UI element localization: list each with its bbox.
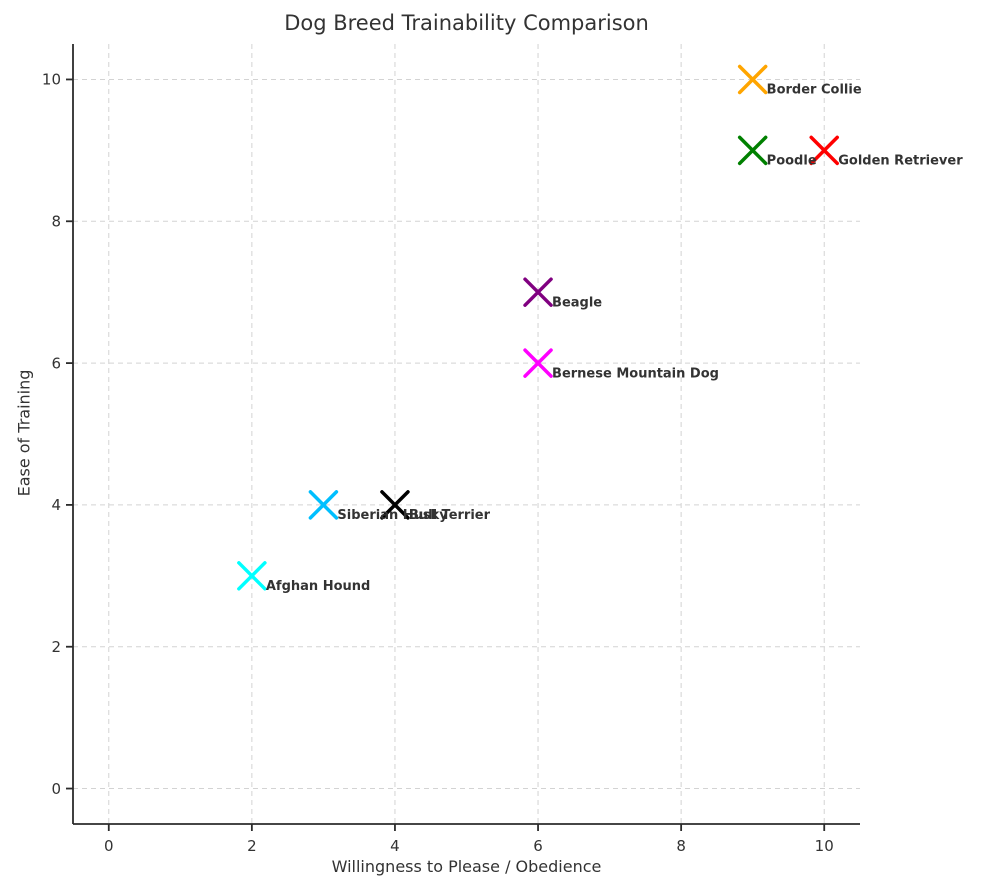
point-label: Bernese Mountain Dog bbox=[552, 366, 719, 381]
y-tick-label: 4 bbox=[51, 496, 61, 514]
x-tick-label: 0 bbox=[104, 837, 114, 855]
x-tick-label: 6 bbox=[533, 837, 543, 855]
points-group bbox=[237, 64, 839, 591]
point-label: Golden Retriever bbox=[838, 154, 963, 169]
data-point-marker bbox=[809, 135, 839, 166]
y-tick-label: 2 bbox=[51, 638, 61, 656]
data-point-marker bbox=[523, 348, 553, 378]
data-point-marker bbox=[523, 277, 553, 307]
data-point-marker bbox=[737, 135, 768, 166]
data-point-marker bbox=[237, 561, 267, 591]
x-tick-label: 4 bbox=[390, 837, 400, 855]
x-tick-label: 2 bbox=[247, 837, 257, 855]
point-label: Border Collie bbox=[767, 83, 862, 98]
marker-stroke bbox=[308, 490, 339, 520]
x-axis-label: Willingness to Please / Obedience bbox=[331, 857, 602, 876]
y-tick-label: 8 bbox=[51, 213, 61, 231]
y-tick-label: 6 bbox=[51, 354, 61, 372]
spines-group bbox=[72, 44, 860, 825]
marker-stroke bbox=[380, 490, 410, 520]
point-label: Afghan Hound bbox=[266, 579, 370, 594]
x-tick-label: 8 bbox=[676, 837, 686, 855]
marker-stroke bbox=[523, 277, 553, 307]
data-point-marker bbox=[380, 490, 410, 520]
point-label: Siberian Husky bbox=[337, 508, 448, 523]
point-labels-group: Border Collie Poodle Golden Retriever Beagl… bbox=[266, 83, 963, 594]
point-label: Bull Terrier bbox=[409, 508, 491, 523]
marker-stroke bbox=[737, 64, 768, 95]
chart-title: Dog Breed Trainability Comparison bbox=[284, 11, 649, 35]
grid-group bbox=[73, 44, 860, 824]
marker-stroke bbox=[237, 561, 267, 591]
point-label: Beagle bbox=[552, 295, 602, 310]
data-point-marker bbox=[737, 64, 768, 95]
point-label: Poodle bbox=[767, 154, 817, 169]
y-tick-label: 10 bbox=[42, 71, 61, 89]
data-point-marker bbox=[308, 490, 339, 520]
marker-stroke bbox=[523, 348, 553, 378]
marker-stroke bbox=[737, 135, 768, 166]
marker-stroke bbox=[809, 135, 839, 166]
x-tick-label: 10 bbox=[815, 837, 834, 855]
y-tick-label: 0 bbox=[51, 780, 61, 798]
ticks-group: 0 2 4 6 8 10 0 2 4 6 8 10 bbox=[42, 71, 834, 855]
